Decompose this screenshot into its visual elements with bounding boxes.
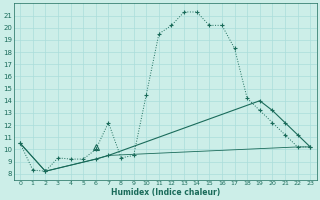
- X-axis label: Humidex (Indice chaleur): Humidex (Indice chaleur): [111, 188, 220, 197]
